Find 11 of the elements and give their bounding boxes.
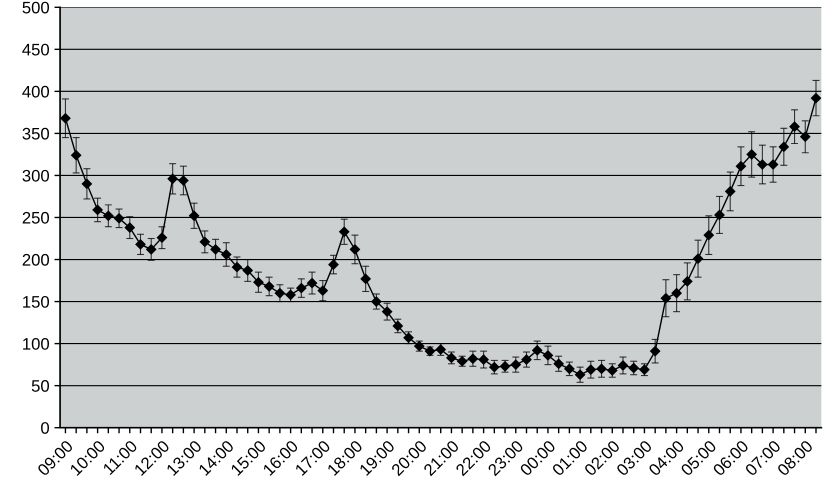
- y-tick-label: 0: [41, 422, 50, 434]
- y-tick-label: 500: [22, 2, 50, 14]
- y-tick-label: 300: [22, 170, 50, 182]
- y-tick-label: 250: [22, 212, 50, 224]
- y-tick-label: 150: [23, 296, 50, 308]
- y-tick-label: 50: [32, 380, 50, 392]
- y-tick-label: 200: [22, 254, 50, 266]
- y-tick-label: 450: [22, 44, 50, 56]
- y-tick-label: 400: [22, 86, 50, 98]
- y-tick-label: 350: [22, 128, 50, 140]
- y-tick-label: 100: [23, 338, 50, 350]
